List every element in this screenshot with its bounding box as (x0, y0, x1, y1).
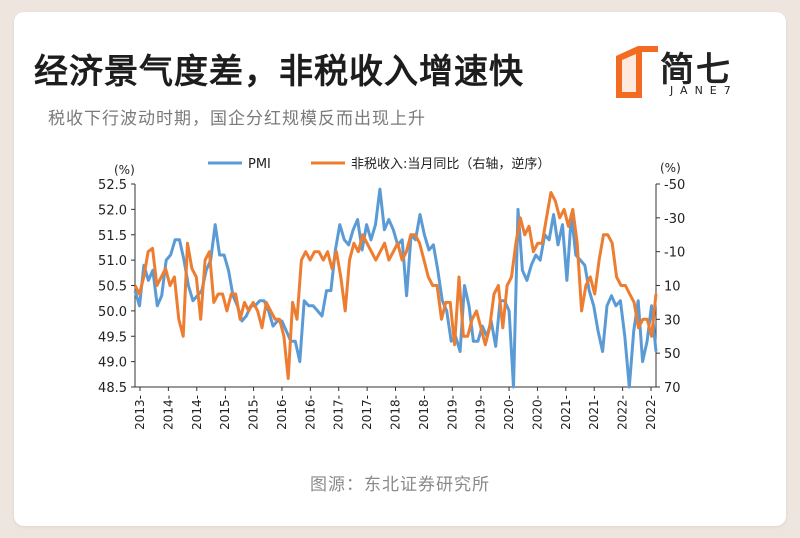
left-tick-label: 50.5 (98, 280, 127, 295)
x-tick-label: 2015- (218, 395, 232, 430)
right-tick-label: -50 (664, 178, 685, 193)
x-tick-label: 2015- (247, 395, 261, 430)
brand-sub: JANE7 (670, 84, 738, 97)
x-tick-label: 2016- (275, 395, 289, 430)
left-tick-label: 48.5 (98, 381, 127, 396)
brand-logo-icon (616, 46, 658, 98)
left-tick-label: 49.0 (98, 356, 127, 371)
legend-label-pmi: PMI (248, 157, 271, 172)
right-tick-label: 70 (664, 381, 681, 396)
left-tick-label: 52.5 (98, 178, 127, 193)
right-tick-label: -30 (664, 212, 685, 227)
x-tick-label: 2013- (133, 395, 147, 430)
right-tick-label: 30 (664, 313, 681, 328)
x-tick-label: 2018- (417, 395, 431, 430)
right-tick-label: 10 (664, 280, 681, 295)
left-tick-label: 50.0 (98, 305, 127, 320)
series-line-pmi (133, 187, 658, 389)
left-tick-label: 51.5 (98, 229, 127, 244)
brand-logo: 简七 JANE7 (612, 42, 762, 102)
x-tick-label: 2017- (360, 395, 374, 430)
legend-label-nontax: 非税收入:当月同比（右轴，逆序） (351, 156, 550, 172)
x-tick-label: 2021- (587, 395, 601, 430)
right-unit-label: (%) (660, 161, 681, 175)
x-tick-label: 2020- (502, 395, 516, 430)
x-tick-label: 2014- (161, 395, 175, 430)
page-title: 经济景气度差，非税收入增速快 (34, 52, 524, 92)
left-unit-label: (%) (114, 163, 135, 177)
x-tick-label: 2020- (530, 395, 544, 430)
x-tick-label: 2022- (644, 395, 658, 430)
x-tick-label: 2014- (190, 395, 204, 430)
left-tick-label: 52.0 (98, 203, 127, 218)
x-tick-label: 2017- (332, 395, 346, 430)
brand-name: 简七 (660, 50, 732, 90)
right-tick-label: -10 (664, 246, 685, 261)
x-tick-label: 2022- (616, 395, 630, 430)
left-tick-label: 49.5 (98, 330, 127, 345)
x-tick-label: 2016- (303, 395, 317, 430)
series-line-nontax (133, 191, 658, 380)
right-tick-label: 50 (664, 347, 681, 362)
x-tick-label: 2019- (474, 395, 488, 430)
x-tick-label: 2018- (389, 395, 403, 430)
source-note: 图源：东北证券研究所 (310, 475, 490, 495)
page-subtitle: 税收下行波动时期，国企分红规模反而出现上升 (48, 109, 426, 129)
x-tick-label: 2019- (445, 395, 459, 430)
x-tick-label: 2021- (559, 395, 573, 430)
left-tick-label: 51.0 (98, 254, 127, 269)
